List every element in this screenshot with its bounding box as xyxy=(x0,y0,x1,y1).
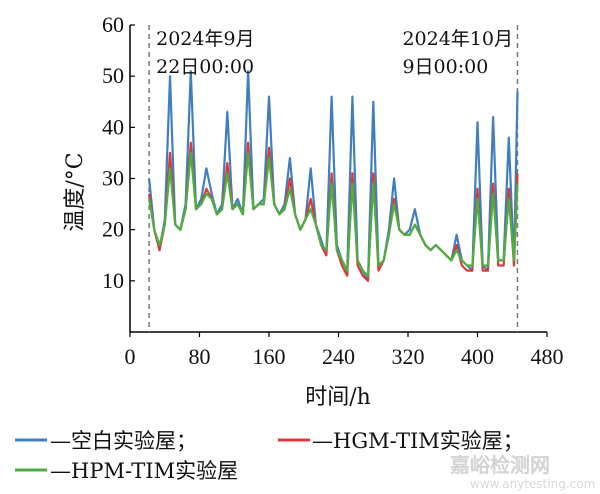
series-line xyxy=(148,151,519,277)
x-tick-label: 80 xyxy=(189,344,211,369)
y-tick-label: 30 xyxy=(102,166,124,191)
annotations: 2024年9月 22日00:00 2024年10月 9日00:00 xyxy=(156,28,513,78)
annotation-text: 9日00:00 xyxy=(402,56,488,78)
x-axis: 0 80 160 240 320 400 480 xyxy=(125,332,564,369)
watermark-url: www.anytesting.com xyxy=(470,477,595,491)
y-tick-label: 10 xyxy=(102,268,124,293)
legend: —空白实验屋； —HGM-TIM实验屋； —HPM-TIM实验屋 xyxy=(15,429,524,483)
y-axis-title: 温度/°C xyxy=(63,152,88,231)
y-tick-label: 50 xyxy=(102,63,124,88)
y-axis: 10 20 30 40 50 60 xyxy=(102,12,135,293)
y-tick-label: 20 xyxy=(102,217,124,242)
y-tick-label: 40 xyxy=(102,114,124,139)
x-tick-label: 240 xyxy=(322,344,355,369)
x-axis-title: 时间/h xyxy=(305,385,371,410)
x-tick-label: 400 xyxy=(461,344,494,369)
legend-label-hgm: —HGM-TIM实验屋； xyxy=(312,429,524,453)
y-tick-label: 60 xyxy=(102,12,124,37)
annotation-text: 22日00:00 xyxy=(156,56,254,78)
x-tick-label: 160 xyxy=(253,344,286,369)
watermark: 嘉峪检测网 www.anytesting.com xyxy=(449,453,595,491)
x-tick-label: 480 xyxy=(531,344,564,369)
series-line xyxy=(148,69,519,282)
legend-label-blank: —空白实验屋； xyxy=(50,429,197,453)
x-tick-label: 320 xyxy=(392,344,425,369)
series xyxy=(148,69,519,282)
watermark-text: 嘉峪检测网 xyxy=(449,453,550,477)
legend-label-hpm: —HPM-TIM实验屋 xyxy=(50,459,238,483)
annotation-text: 2024年9月 xyxy=(156,28,254,50)
annotation-text: 2024年10月 xyxy=(402,28,513,50)
x-tick-label: 0 xyxy=(125,344,136,369)
